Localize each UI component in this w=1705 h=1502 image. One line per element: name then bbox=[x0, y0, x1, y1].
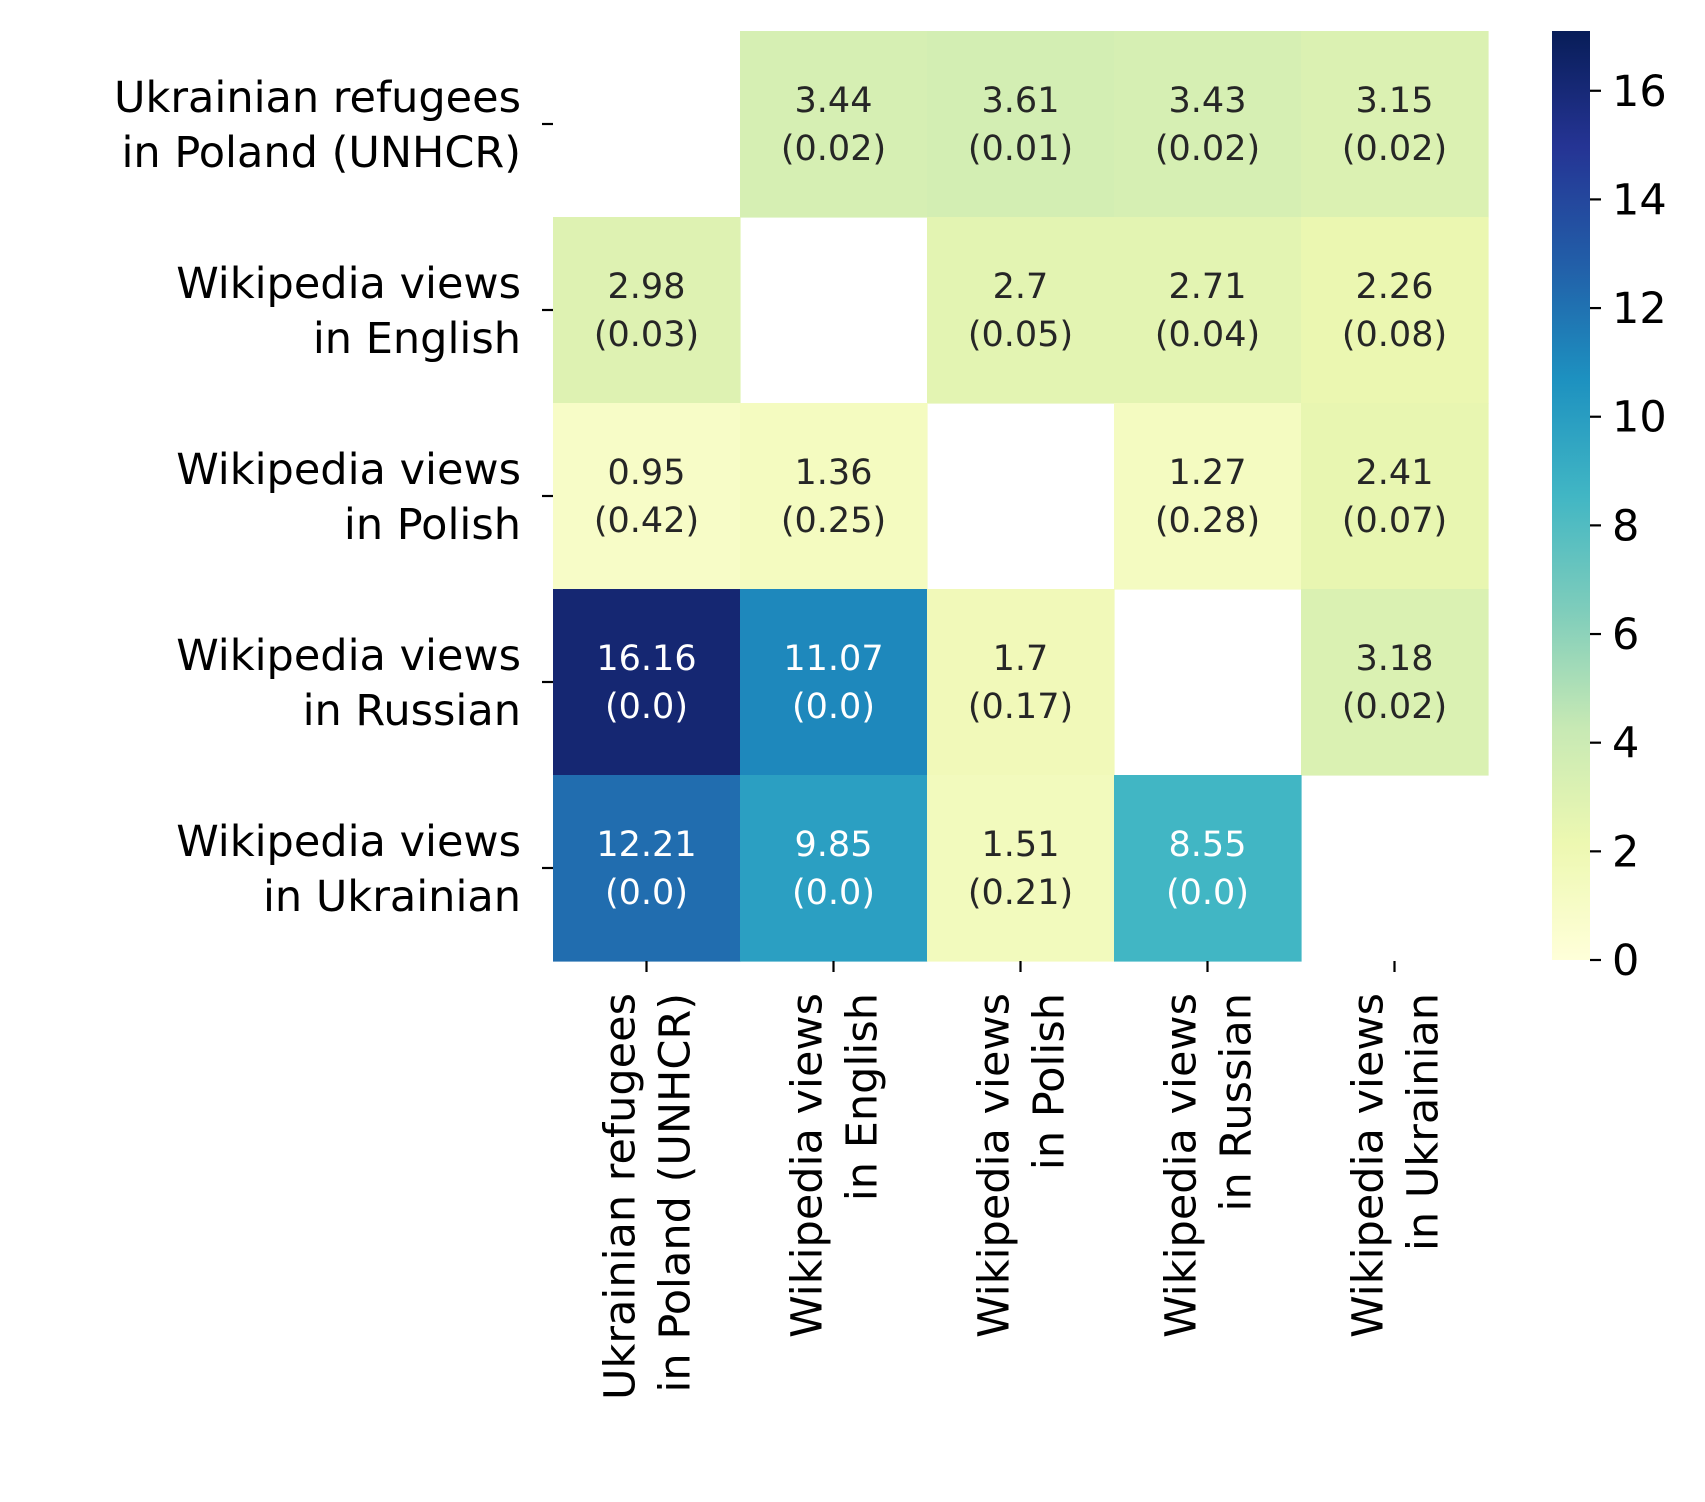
cell-value-label: 3.44 bbox=[795, 81, 873, 121]
heatmap-cell bbox=[1114, 31, 1302, 218]
cell-pvalue-label: (0.07) bbox=[1342, 501, 1447, 541]
cell-value-label: 12.21 bbox=[596, 825, 696, 865]
cell-pvalue-label: (0.01) bbox=[968, 129, 1073, 169]
heatmap-cell bbox=[1301, 31, 1489, 218]
cell-value-label: 3.43 bbox=[1169, 81, 1247, 121]
cell-value-label: 0.95 bbox=[608, 453, 686, 493]
heatmap-cell bbox=[1301, 217, 1489, 404]
x-tick-label: in Polish bbox=[1025, 993, 1075, 1170]
cell-value-label: 16.16 bbox=[596, 639, 696, 679]
cell-value-label: 8.55 bbox=[1169, 825, 1247, 865]
x-tick-label: in Ukrainian bbox=[1399, 993, 1449, 1251]
heatmap-cell bbox=[1114, 775, 1302, 962]
y-tick-label: in Polish bbox=[344, 500, 521, 550]
heatmap-cell bbox=[927, 217, 1115, 404]
y-tick-label: in English bbox=[313, 314, 521, 364]
cell-value-label: 2.71 bbox=[1169, 267, 1247, 307]
cell-pvalue-label: (0.0) bbox=[792, 687, 875, 727]
heatmap-cell bbox=[553, 217, 741, 404]
x-tick-label: Wikipedia views bbox=[783, 993, 833, 1338]
cell-pvalue-label: (0.0) bbox=[1166, 873, 1249, 913]
colorbar-tick-label: 12 bbox=[1612, 284, 1667, 334]
cell-pvalue-label: (0.0) bbox=[605, 687, 688, 727]
colorbar-tick-label: 8 bbox=[1612, 501, 1639, 551]
cell-value-label: 1.27 bbox=[1169, 453, 1247, 493]
cell-value-label: 2.98 bbox=[608, 267, 686, 307]
y-tick-label: Wikipedia views bbox=[176, 445, 521, 495]
x-tick-label: Wikipedia views bbox=[1344, 993, 1394, 1338]
colorbar-tick-label: 16 bbox=[1612, 67, 1667, 117]
heatmap-cell bbox=[1114, 217, 1302, 404]
cell-pvalue-label: (0.42) bbox=[594, 501, 699, 541]
y-tick-label: Wikipedia views bbox=[176, 631, 521, 681]
heatmap-cell bbox=[553, 589, 741, 776]
cell-pvalue-label: (0.17) bbox=[968, 687, 1073, 727]
colorbar-tick-label: 0 bbox=[1612, 936, 1639, 986]
cell-value-label: 2.26 bbox=[1356, 267, 1434, 307]
cell-value-label: 3.61 bbox=[982, 81, 1060, 121]
y-tick-label: Ukrainian refugees bbox=[114, 73, 521, 123]
x-tick-label: in English bbox=[838, 993, 888, 1201]
heatmap-cell bbox=[740, 589, 928, 776]
heatmap-cell bbox=[927, 31, 1115, 218]
cell-pvalue-label: (0.02) bbox=[1342, 129, 1447, 169]
heatmap-cell bbox=[553, 775, 741, 962]
cell-pvalue-label: (0.28) bbox=[1155, 501, 1260, 541]
colorbar-tick-label: 10 bbox=[1612, 393, 1667, 443]
colorbar-tick-label: 2 bbox=[1612, 827, 1639, 877]
cell-pvalue-label: (0.02) bbox=[781, 129, 886, 169]
cell-pvalue-label: (0.25) bbox=[781, 501, 886, 541]
heatmap-cell bbox=[927, 589, 1115, 776]
heatmap-cell bbox=[553, 403, 741, 590]
x-tick-label: Ukrainian refugees bbox=[596, 993, 646, 1400]
x-tick-label-group: Wikipedia views in English bbox=[783, 993, 888, 1338]
x-tick-label-group: Wikipedia views in Russian bbox=[1157, 993, 1262, 1338]
cell-pvalue-label: (0.05) bbox=[968, 315, 1073, 355]
x-tick-label: in Poland (UNHCR) bbox=[651, 993, 701, 1393]
colorbar-tick-label: 6 bbox=[1612, 610, 1639, 660]
cell-value-label: 11.07 bbox=[783, 639, 883, 679]
y-tick-label: Wikipedia views bbox=[176, 817, 521, 867]
x-tick-label: in Russian bbox=[1212, 993, 1262, 1211]
y-tick-label: Wikipedia views bbox=[176, 259, 521, 309]
heatmap-cell bbox=[1301, 589, 1489, 776]
heatmap-cell bbox=[1114, 403, 1302, 590]
cell-pvalue-label: (0.08) bbox=[1342, 315, 1447, 355]
heatmap-cell bbox=[740, 403, 928, 590]
cell-value-label: 1.36 bbox=[795, 453, 873, 493]
heatmap-cell bbox=[740, 775, 928, 962]
cell-value-label: 2.41 bbox=[1356, 453, 1434, 493]
cell-pvalue-label: (0.02) bbox=[1342, 687, 1447, 727]
cell-value-label: 1.7 bbox=[993, 639, 1049, 679]
x-tick-label-group: Ukrainian refugees in Poland (UNHCR) bbox=[596, 993, 701, 1400]
cell-pvalue-label: (0.0) bbox=[792, 873, 875, 913]
cell-pvalue-label: (0.0) bbox=[605, 873, 688, 913]
cell-pvalue-label: (0.02) bbox=[1155, 129, 1260, 169]
cell-value-label: 1.51 bbox=[982, 825, 1060, 865]
cell-value-label: 3.15 bbox=[1356, 81, 1434, 121]
colorbar-tick-label: 4 bbox=[1612, 719, 1639, 769]
colorbar-tick-label: 14 bbox=[1612, 175, 1667, 225]
x-tick-label: Wikipedia views bbox=[1157, 993, 1207, 1338]
cell-pvalue-label: (0.04) bbox=[1155, 315, 1260, 355]
x-tick-label-group: Wikipedia views in Ukrainian bbox=[1344, 993, 1449, 1338]
y-tick-label: in Ukrainian bbox=[263, 872, 521, 922]
x-tick-label: Wikipedia views bbox=[970, 993, 1020, 1338]
x-tick-label-group: Wikipedia views in Polish bbox=[970, 993, 1075, 1338]
heatmap-cell bbox=[740, 31, 928, 218]
cell-pvalue-label: (0.21) bbox=[968, 873, 1073, 913]
heatmap-cell bbox=[927, 775, 1115, 962]
heatmap-cell bbox=[1301, 403, 1489, 590]
cell-pvalue-label: (0.03) bbox=[594, 315, 699, 355]
y-tick-label: in Russian bbox=[303, 686, 521, 736]
y-tick-label: in Poland (UNHCR) bbox=[121, 128, 521, 178]
cell-value-label: 9.85 bbox=[795, 825, 873, 865]
colorbar bbox=[1552, 31, 1590, 960]
cell-value-label: 2.7 bbox=[993, 267, 1049, 307]
cell-value-label: 3.18 bbox=[1356, 639, 1434, 679]
